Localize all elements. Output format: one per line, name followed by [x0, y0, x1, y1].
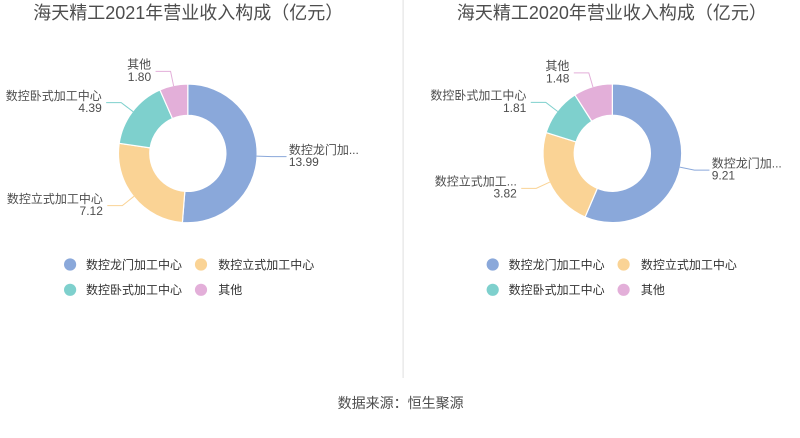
svg-text:9.21: 9.21: [712, 169, 736, 183]
svg-text:3.82: 3.82: [493, 187, 517, 201]
svg-text:1.81: 1.81: [503, 101, 527, 115]
svg-text:数控立式加工中心: 数控立式加工中心: [641, 257, 737, 272]
svg-text:1.48: 1.48: [546, 71, 570, 85]
svg-text:其他: 其他: [218, 283, 242, 297]
svg-text:其他: 其他: [127, 58, 151, 72]
svg-text:海天精工2021年营业收入构成（亿元）: 海天精工2021年营业收入构成（亿元）: [33, 3, 343, 23]
svg-text:其他: 其他: [545, 59, 569, 73]
svg-text:数控卧式加工中心: 数控卧式加工中心: [509, 282, 605, 297]
svg-text:数控立式加工...: 数控立式加工...: [435, 174, 517, 189]
svg-text:数控龙门加工中心: 数控龙门加工中心: [509, 257, 605, 272]
svg-text:数控卧式加工中心: 数控卧式加工中心: [86, 282, 182, 297]
svg-text:其他: 其他: [641, 283, 665, 297]
svg-text:数控卧式加工中心: 数控卧式加工中心: [430, 88, 526, 103]
svg-text:7.12: 7.12: [80, 204, 104, 218]
svg-text:海天精工2020年营业收入构成（亿元）: 海天精工2020年营业收入构成（亿元）: [457, 3, 767, 23]
svg-text:数控立式加工中心: 数控立式加工中心: [218, 257, 314, 272]
svg-text:数控卧式加工中心: 数控卧式加工中心: [6, 88, 102, 103]
svg-text:数控龙门加...: 数控龙门加...: [712, 155, 782, 170]
svg-text:1.80: 1.80: [128, 70, 152, 84]
svg-text:数控龙门加工中心: 数控龙门加工中心: [86, 257, 182, 272]
svg-text:数控立式加工中心: 数控立式加工中心: [7, 191, 103, 206]
svg-text:13.99: 13.99: [289, 155, 319, 169]
svg-text:数据来源：恒生聚源: 数据来源：恒生聚源: [338, 395, 464, 411]
svg-text:数控龙门加...: 数控龙门加...: [289, 142, 359, 157]
svg-text:4.39: 4.39: [78, 101, 102, 115]
